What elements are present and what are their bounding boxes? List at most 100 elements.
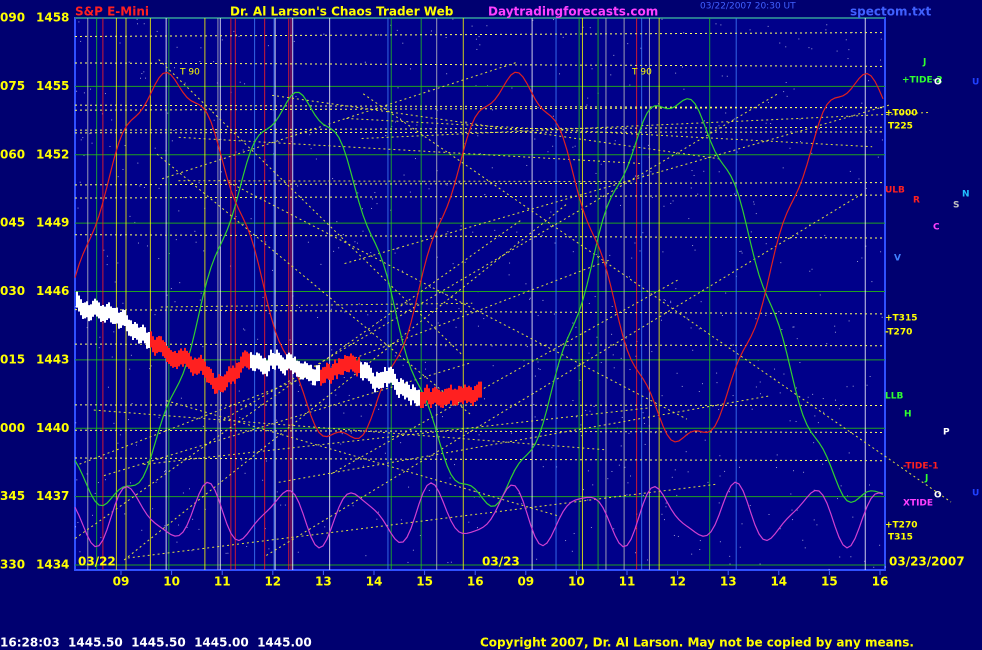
star [719, 455, 721, 457]
star [119, 42, 121, 44]
star [683, 88, 685, 90]
star [716, 382, 718, 384]
star [681, 66, 683, 68]
star [692, 245, 694, 247]
star [338, 247, 340, 249]
star [881, 139, 883, 141]
star [114, 281, 116, 283]
star [516, 231, 518, 233]
star [103, 249, 105, 251]
title: Dr. Al Larson's Chaos Trader Web [230, 5, 454, 19]
star [797, 233, 799, 235]
angle-label: 030 [0, 284, 25, 298]
star [575, 326, 577, 328]
star [97, 482, 99, 484]
star [840, 485, 842, 487]
diagonal-line [361, 111, 932, 140]
star [293, 40, 295, 42]
star [644, 422, 646, 424]
price-label: 1455 [36, 79, 69, 93]
star [244, 83, 246, 85]
star [484, 194, 486, 196]
star [394, 252, 396, 254]
star [694, 249, 696, 251]
star [550, 225, 552, 227]
star [693, 174, 695, 176]
star [156, 30, 158, 32]
dotted-line [74, 194, 886, 199]
angle-label: 000 [0, 421, 25, 435]
planet-label: J [922, 58, 926, 68]
x-tick-label: 16 [467, 575, 484, 589]
diagonal-line [223, 179, 688, 420]
star [676, 372, 678, 374]
star [199, 60, 201, 62]
star [458, 308, 460, 310]
star [244, 329, 246, 331]
star [324, 526, 326, 528]
star [478, 36, 480, 38]
star [718, 125, 720, 127]
star [731, 120, 733, 122]
star [98, 347, 100, 349]
star [455, 326, 457, 328]
star [477, 325, 479, 327]
star [297, 391, 299, 393]
star [824, 234, 826, 236]
star [529, 298, 531, 300]
star [475, 38, 477, 40]
star [664, 299, 666, 301]
star [873, 566, 875, 568]
star [575, 416, 577, 418]
star [238, 35, 240, 37]
star [836, 50, 838, 52]
star [94, 492, 96, 494]
star [703, 170, 705, 172]
star [430, 30, 432, 32]
star [407, 561, 409, 563]
star [871, 281, 873, 283]
star [332, 178, 334, 180]
star [166, 294, 168, 296]
star [362, 465, 364, 467]
star [700, 301, 702, 303]
star [158, 258, 160, 260]
star [813, 519, 815, 521]
star [816, 459, 818, 461]
star [91, 142, 93, 144]
star [729, 555, 731, 557]
star [792, 519, 794, 521]
star [152, 508, 154, 510]
star [753, 201, 755, 203]
x-tick-label: 15 [821, 575, 838, 589]
right-label: -T270 [885, 328, 912, 338]
diagonal-line [160, 302, 473, 308]
star [137, 23, 139, 25]
star [565, 540, 567, 542]
star [624, 466, 626, 468]
star [816, 524, 818, 526]
star [192, 518, 194, 520]
star [356, 242, 358, 244]
star [284, 504, 286, 506]
star [803, 471, 805, 473]
star [592, 484, 594, 486]
angle-label: 345 [0, 489, 25, 503]
dotted-line [74, 131, 886, 134]
star [779, 528, 781, 530]
star [119, 234, 121, 236]
star [707, 481, 709, 483]
angle-label: 330 [0, 558, 25, 572]
x-tick-label: 16 [872, 575, 889, 589]
star [235, 34, 237, 36]
star [537, 107, 539, 109]
star [692, 349, 694, 351]
star [475, 491, 477, 493]
planet-label: P [943, 428, 950, 438]
star [450, 561, 452, 563]
star [239, 417, 241, 419]
star [537, 315, 539, 317]
star [554, 242, 556, 244]
dotted-line [74, 429, 886, 433]
